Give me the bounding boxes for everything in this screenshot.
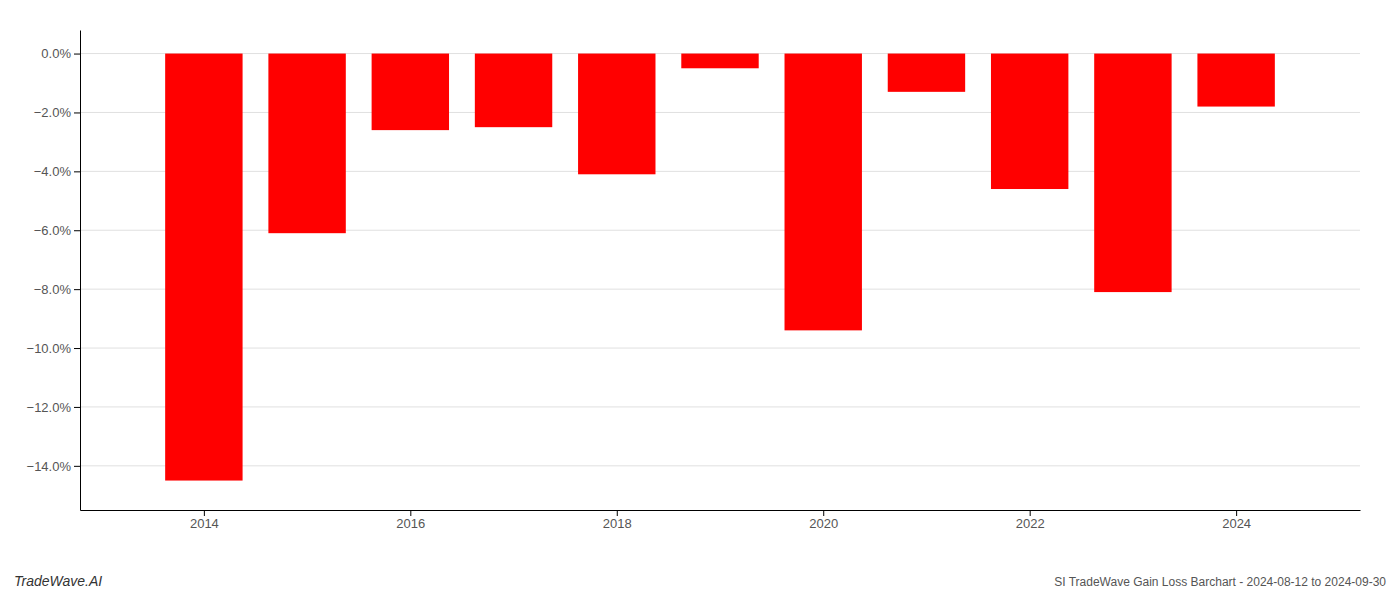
y-tick-label: −14.0% — [27, 458, 72, 473]
y-tick-mark — [74, 289, 80, 290]
bar — [1094, 54, 1171, 293]
y-tick-mark — [74, 171, 80, 172]
x-tick-label: 2022 — [1016, 516, 1045, 531]
bars — [165, 54, 1275, 481]
y-tick-label: −6.0% — [34, 223, 72, 238]
y-tick-label: 0.0% — [41, 46, 71, 61]
bar — [681, 54, 758, 69]
x-tick-label: 2016 — [396, 516, 425, 531]
footer: TradeWave.AI SI TradeWave Gain Loss Barch… — [14, 573, 1386, 589]
bar — [578, 54, 655, 175]
x-tick-label: 2024 — [1222, 516, 1251, 531]
footer-right: SI TradeWave Gain Loss Barchart - 2024-0… — [1054, 575, 1386, 589]
y-tick-mark — [74, 112, 80, 113]
x-tick: 2014 — [190, 510, 219, 531]
grid — [80, 54, 1360, 466]
bar — [475, 54, 552, 128]
x-tick: 2020 — [809, 510, 838, 531]
x-tick-label: 2020 — [809, 516, 838, 531]
x-tick-mark — [1236, 510, 1237, 516]
y-axis-line — [80, 31, 81, 511]
bar — [785, 54, 862, 331]
grid-line — [80, 406, 1360, 407]
y-tick-mark — [74, 407, 80, 408]
x-tick-label: 2018 — [603, 516, 632, 531]
x-tick: 2022 — [1016, 510, 1045, 531]
y-tick: −10.0% — [27, 341, 80, 356]
x-tick: 2016 — [396, 510, 425, 531]
x-tick: 2024 — [1222, 510, 1251, 531]
chart-svg: 0.0% −2.0% −4.0% −6.0% −8.0% −10.0% −12.0% −14.… — [0, 0, 1400, 600]
y-tick: −4.0% — [34, 164, 80, 179]
footer-left: TradeWave.AI — [14, 573, 102, 589]
y-tick-mark — [74, 348, 80, 349]
grid-line — [80, 465, 1360, 466]
x-tick-mark — [410, 510, 411, 516]
x-tick: 2018 — [603, 510, 632, 531]
y-tick-label: −2.0% — [34, 105, 72, 120]
bar — [268, 54, 345, 234]
x-tick-label: 2014 — [190, 516, 219, 531]
y-tick-label: −8.0% — [34, 282, 72, 297]
y-tick-label: −10.0% — [27, 341, 72, 356]
grid-line — [80, 348, 1360, 349]
x-tick-mark — [823, 510, 824, 516]
y-tick: −6.0% — [34, 223, 80, 238]
y-tick: −8.0% — [34, 282, 80, 297]
y-tick: −14.0% — [27, 458, 80, 473]
y-tick-mark — [74, 230, 80, 231]
x-tick-mark — [1030, 510, 1031, 516]
y-tick: −2.0% — [34, 105, 80, 120]
y-axis: 0.0% −2.0% −4.0% −6.0% −8.0% −10.0% −12.0% −14.… — [27, 31, 81, 511]
y-tick-mark — [74, 54, 80, 55]
bar — [888, 54, 965, 92]
y-tick: 0.0% — [41, 46, 80, 61]
y-tick-label: −12.0% — [27, 400, 72, 415]
x-axis-line — [81, 510, 1361, 511]
x-axis: 2014 2016 2018 2020 2022 2024 — [81, 510, 1361, 531]
bar — [1197, 54, 1274, 107]
y-tick: −12.0% — [27, 400, 80, 415]
y-tick-mark — [74, 466, 80, 467]
x-tick-mark — [204, 510, 205, 516]
plot-area: 0.0% −2.0% −4.0% −6.0% −8.0% −10.0% −12.0% −14.… — [27, 31, 1361, 532]
y-tick-label: −4.0% — [34, 164, 72, 179]
bar — [165, 54, 242, 481]
bar — [991, 54, 1068, 189]
bar — [372, 54, 449, 131]
x-tick-mark — [617, 510, 618, 516]
